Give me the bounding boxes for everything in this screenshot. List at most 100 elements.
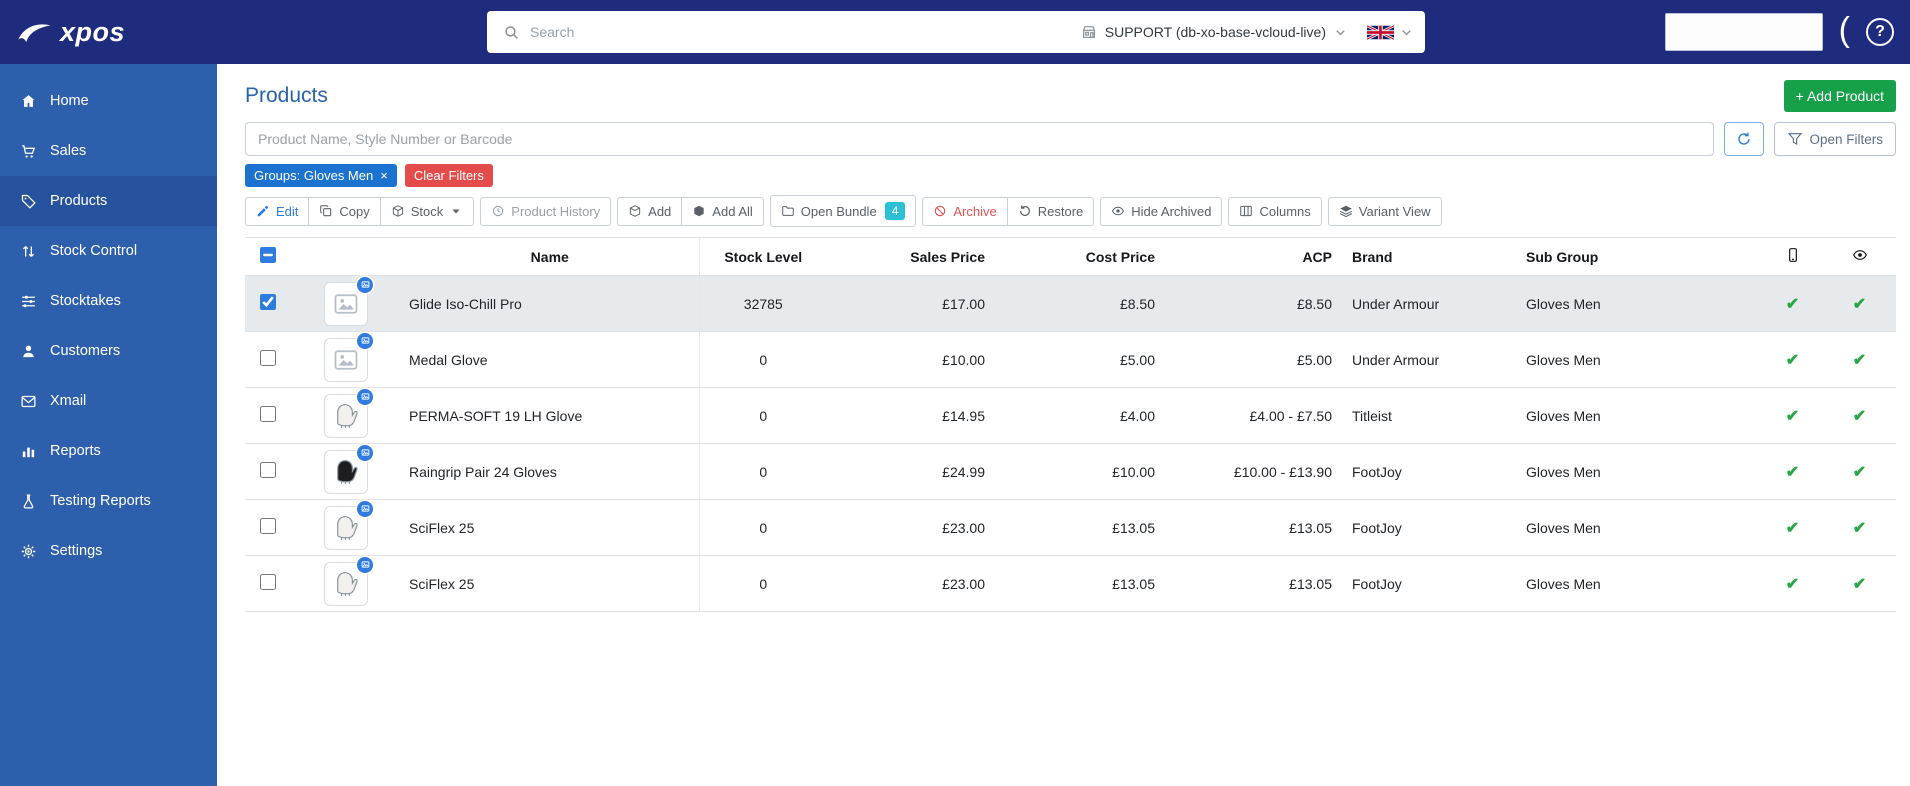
clear-filters-button[interactable]: Clear Filters (405, 164, 493, 187)
stock-level-cell: 0 (699, 388, 827, 444)
chevron-down-icon (1400, 26, 1413, 39)
stock-level-column-header[interactable]: Stock Level (699, 238, 827, 276)
brand-cell: Under Armour (1344, 276, 1518, 332)
package-filled-icon (692, 204, 706, 218)
sales-price-cell: £23.00 (827, 500, 997, 556)
stock-level-cell: 32785 (699, 276, 827, 332)
product-name-cell: SciFlex 25 (401, 500, 699, 556)
sidebar-item-customers[interactable]: Customers (0, 326, 217, 376)
app-visible-check-icon: ✔ (1786, 520, 1799, 537)
sidebar-item-home[interactable]: Home (0, 76, 217, 126)
eye-icon (1852, 247, 1868, 263)
hide-archived-button[interactable]: Hide Archived (1100, 197, 1222, 226)
product-history-button[interactable]: Product History (480, 197, 611, 226)
app-logo[interactable]: xpos (16, 17, 125, 48)
add-product-button[interactable]: + Add Product (1784, 80, 1896, 112)
table-row[interactable]: Medal Glove 0 £10.00 £5.00 £5.00 Under A… (245, 332, 1896, 388)
copy-icon (319, 204, 333, 218)
sidebar-item-settings[interactable]: Settings (0, 526, 217, 576)
archive-button[interactable]: Archive (922, 197, 1007, 226)
cost-price-column-header[interactable]: Cost Price (997, 238, 1167, 276)
box-icon (391, 204, 405, 218)
cost-price-cell: £13.05 (997, 556, 1167, 612)
edit-button[interactable]: Edit (245, 197, 309, 226)
eye-icon (1111, 204, 1125, 218)
row-select-checkbox[interactable] (260, 462, 276, 478)
product-history-label: Product History (511, 204, 600, 219)
envelope-icon (20, 393, 37, 410)
open-bundle-label: Open Bundle (801, 204, 877, 219)
store-selector[interactable]: SUPPORT (db-xo-base-vcloud-live) (1075, 24, 1353, 40)
add-all-button[interactable]: Add All (681, 197, 763, 226)
folder-icon (781, 204, 795, 218)
product-name-cell: Glide Iso-Chill Pro (401, 276, 699, 332)
name-column-header[interactable]: Name (401, 238, 699, 276)
sales-price-cell: £10.00 (827, 332, 997, 388)
refresh-button[interactable] (1724, 122, 1764, 156)
sub-group-cell: Gloves Men (1518, 332, 1762, 388)
stock-button[interactable]: Stock (380, 197, 475, 226)
open-bundle-button[interactable]: Open Bundle 4 (770, 195, 917, 227)
sub-group-cell: Gloves Men (1518, 444, 1762, 500)
uk-flag-icon (1367, 24, 1394, 41)
sidebar-item-sales[interactable]: Sales (0, 126, 217, 176)
app-visible-check-icon: ✔ (1786, 408, 1799, 425)
row-select-checkbox[interactable] (260, 294, 276, 310)
open-filters-button[interactable]: Open Filters (1774, 122, 1896, 156)
sidebar-item-products[interactable]: Products (0, 176, 217, 226)
copy-button[interactable]: Copy (308, 197, 380, 226)
row-select-checkbox[interactable] (260, 350, 276, 366)
table-row[interactable]: SciFlex 25 0 £23.00 £13.05 £13.05 FootJo… (245, 500, 1896, 556)
logo-swoosh-icon (16, 20, 54, 44)
table-row[interactable]: SciFlex 25 0 £23.00 £13.05 £13.05 FootJo… (245, 556, 1896, 612)
restore-label: Restore (1038, 204, 1084, 219)
global-search-input[interactable] (530, 24, 1075, 40)
language-selector[interactable] (1367, 24, 1413, 41)
web-visible-column-header[interactable] (1823, 238, 1896, 276)
product-image (324, 562, 368, 606)
topbar-input[interactable] (1665, 13, 1823, 51)
search-icon (503, 24, 520, 41)
archive-label: Archive (953, 204, 996, 219)
sub-group-column-header[interactable]: Sub Group (1518, 238, 1762, 276)
columns-button[interactable]: Columns (1228, 197, 1321, 226)
acp-column-header[interactable]: ACP (1167, 238, 1344, 276)
image-placeholder-icon (332, 290, 360, 318)
table-row[interactable]: PERMA-SOFT 19 LH Glove 0 £14.95 £4.00 £4… (245, 388, 1896, 444)
web-visible-check-icon: ✔ (1853, 296, 1866, 313)
table-row[interactable]: Glide Iso-Chill Pro 32785 £17.00 £8.50 £… (245, 276, 1896, 332)
sidebar-item-reports[interactable]: Reports (0, 426, 217, 476)
acp-cell: £13.05 (1167, 500, 1344, 556)
row-select-checkbox[interactable] (260, 574, 276, 590)
sidebar-item-testing-reports[interactable]: Testing Reports (0, 476, 217, 526)
app-visible-column-header[interactable] (1762, 238, 1823, 276)
acp-cell: £8.50 (1167, 276, 1344, 332)
row-select-checkbox[interactable] (260, 406, 276, 422)
product-image (324, 338, 368, 382)
sub-group-cell: Gloves Men (1518, 276, 1762, 332)
row-select-checkbox[interactable] (260, 518, 276, 534)
table-row[interactable]: Raingrip Pair 24 Gloves 0 £24.99 £10.00 … (245, 444, 1896, 500)
product-name-cell: Medal Glove (401, 332, 699, 388)
sales-price-column-header[interactable]: Sales Price (827, 238, 997, 276)
gear-icon (20, 543, 37, 560)
page-header: Products + Add Product (245, 78, 1896, 114)
active-filters-row: Groups: Gloves Men × Clear Filters (245, 164, 1896, 187)
sidebar-item-xmail[interactable]: Xmail (0, 376, 217, 426)
product-search-input[interactable] (245, 122, 1714, 156)
brand-column-header[interactable]: Brand (1344, 238, 1518, 276)
group-filter-chip[interactable]: Groups: Gloves Men × (245, 164, 397, 187)
add-button[interactable]: Add (617, 197, 682, 226)
image-badge-icon (357, 501, 373, 517)
variant-view-button[interactable]: Variant View (1328, 197, 1442, 226)
select-all-checkbox[interactable] (260, 247, 276, 263)
restore-button[interactable]: Restore (1007, 197, 1095, 226)
brand-cell: Under Armour (1344, 332, 1518, 388)
sidebar-item-stock-control[interactable]: Stock Control (0, 226, 217, 276)
cost-price-cell: £13.05 (997, 500, 1167, 556)
remove-filter-icon[interactable]: × (380, 169, 388, 182)
sidebar-item-stocktakes[interactable]: Stocktakes (0, 276, 217, 326)
sliders-icon (20, 293, 37, 310)
sales-price-cell: £23.00 (827, 556, 997, 612)
help-icon[interactable]: ? (1866, 18, 1894, 46)
